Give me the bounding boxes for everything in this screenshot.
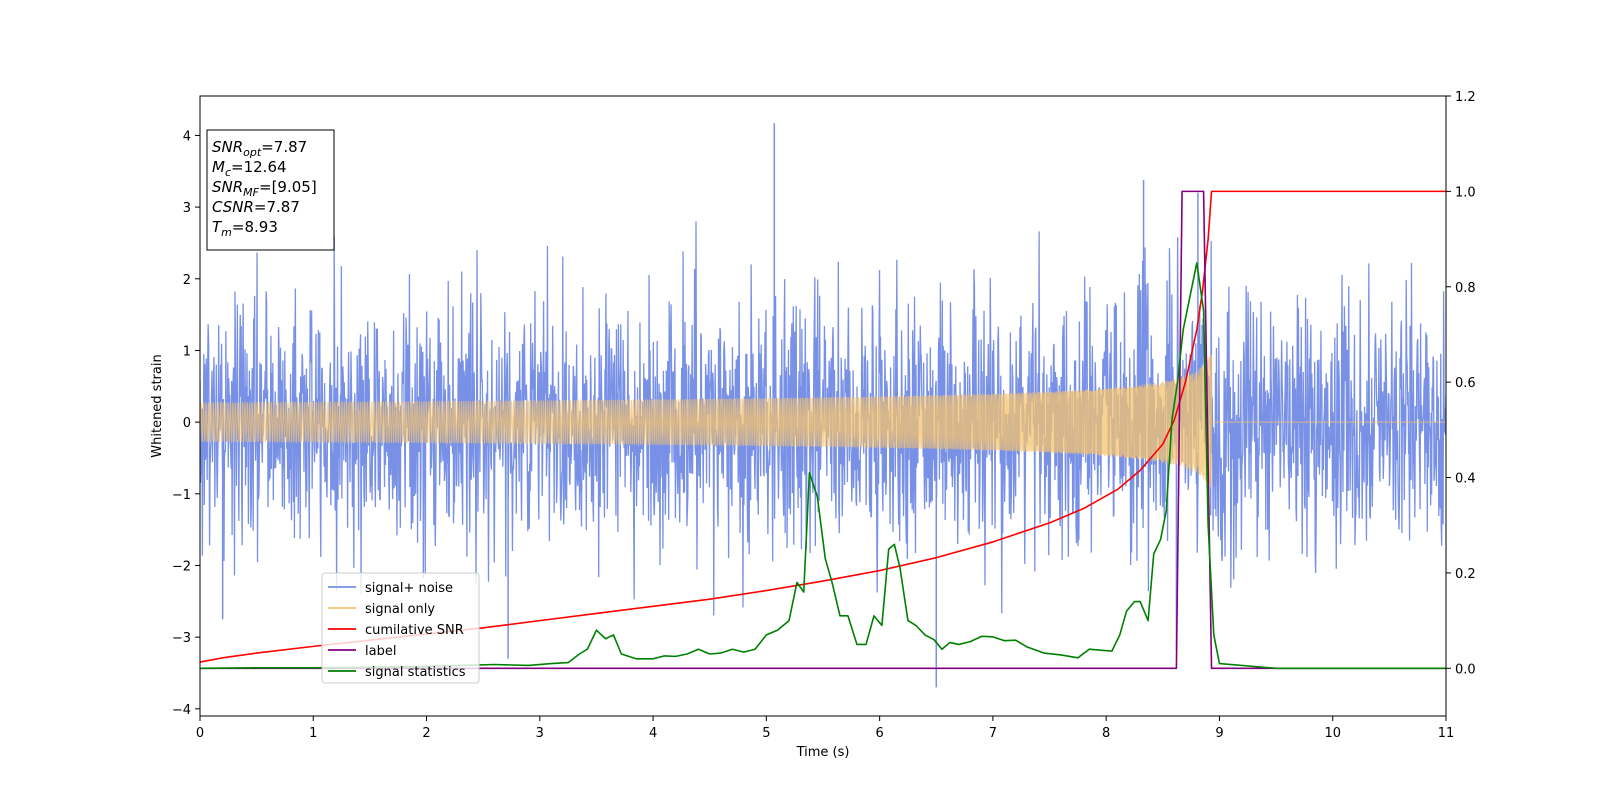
info-box-frame	[206, 129, 335, 251]
x-tick-label: 6	[875, 726, 883, 741]
legend-label: label	[365, 644, 396, 659]
info-box: SNRopt=7.87Mc=12.64SNRMF=[9.05]CSNR=7.87…	[206, 129, 335, 251]
x-tick-label: 4	[649, 726, 657, 741]
series-signal-noise	[200, 221, 1446, 616]
x-tick-label: 2	[422, 726, 430, 741]
y2-tick-label: 0.4	[1455, 472, 1476, 487]
series-signal-only	[200, 354, 1446, 488]
x-axis: 0 1 2 3 4 5 6 7 8 9 10 11	[196, 716, 1454, 741]
legend: signal+ noise signal only cumilative SNR la…	[321, 572, 480, 684]
legend-label: signal+ noise	[365, 581, 453, 596]
y-tick-label: 2	[183, 273, 191, 288]
y2-tick-label: 0.6	[1455, 376, 1476, 391]
x-axis-title: Time (s)	[796, 745, 850, 760]
legend-label: signal only	[365, 602, 435, 617]
y-axis-right: 0.0 0.2 0.4 0.6 0.8 1.0 1.2	[1446, 90, 1476, 677]
y-tick-label: 3	[183, 201, 191, 216]
y-tick-label: −4	[172, 703, 191, 718]
x-tick-label: 1	[309, 726, 317, 741]
y-axis-title: Whitened strain	[150, 354, 165, 457]
y-tick-label: 4	[183, 129, 191, 144]
x-tick-label: 3	[536, 726, 544, 741]
info-line: SNRopt=7.87	[212, 138, 307, 159]
x-tick-label: 9	[1215, 726, 1223, 741]
x-tick-label: 7	[989, 726, 997, 741]
legend-label: cumilative SNR	[365, 623, 464, 638]
y2-tick-label: 1.0	[1455, 185, 1476, 200]
series-signal-statistics	[200, 262, 1446, 670]
y-tick-label: −2	[172, 559, 191, 574]
x-tick-label: 5	[762, 726, 770, 741]
y2-tick-label: 0.2	[1455, 567, 1476, 582]
info-line: CSNR=7.87	[212, 198, 300, 216]
y-tick-label: −3	[172, 631, 191, 646]
y2-tick-label: 1.2	[1455, 90, 1476, 105]
plot-frame	[199, 95, 1447, 717]
y-axis-left: −4 −3 −2 −1 0 1 2 3 4	[172, 129, 200, 718]
info-line: Mc=12.64	[212, 158, 287, 179]
x-tick-label: 0	[196, 726, 204, 741]
info-line: SNRMF=[9.05]	[212, 178, 317, 199]
y2-tick-label: 0.8	[1455, 281, 1476, 296]
info-line: Tm=8.93	[212, 218, 278, 239]
y-tick-label: 0	[183, 416, 191, 431]
series-label	[200, 190, 1446, 670]
x-tick-label: 10	[1324, 726, 1341, 741]
x-tick-label: 11	[1438, 726, 1455, 741]
y-tick-label: −1	[172, 488, 191, 503]
x-tick-label: 8	[1102, 726, 1110, 741]
y2-tick-label: 0.0	[1455, 662, 1476, 677]
legend-frame	[321, 572, 480, 684]
legend-label: signal statistics	[365, 665, 466, 680]
y-tick-label: 1	[183, 344, 191, 359]
